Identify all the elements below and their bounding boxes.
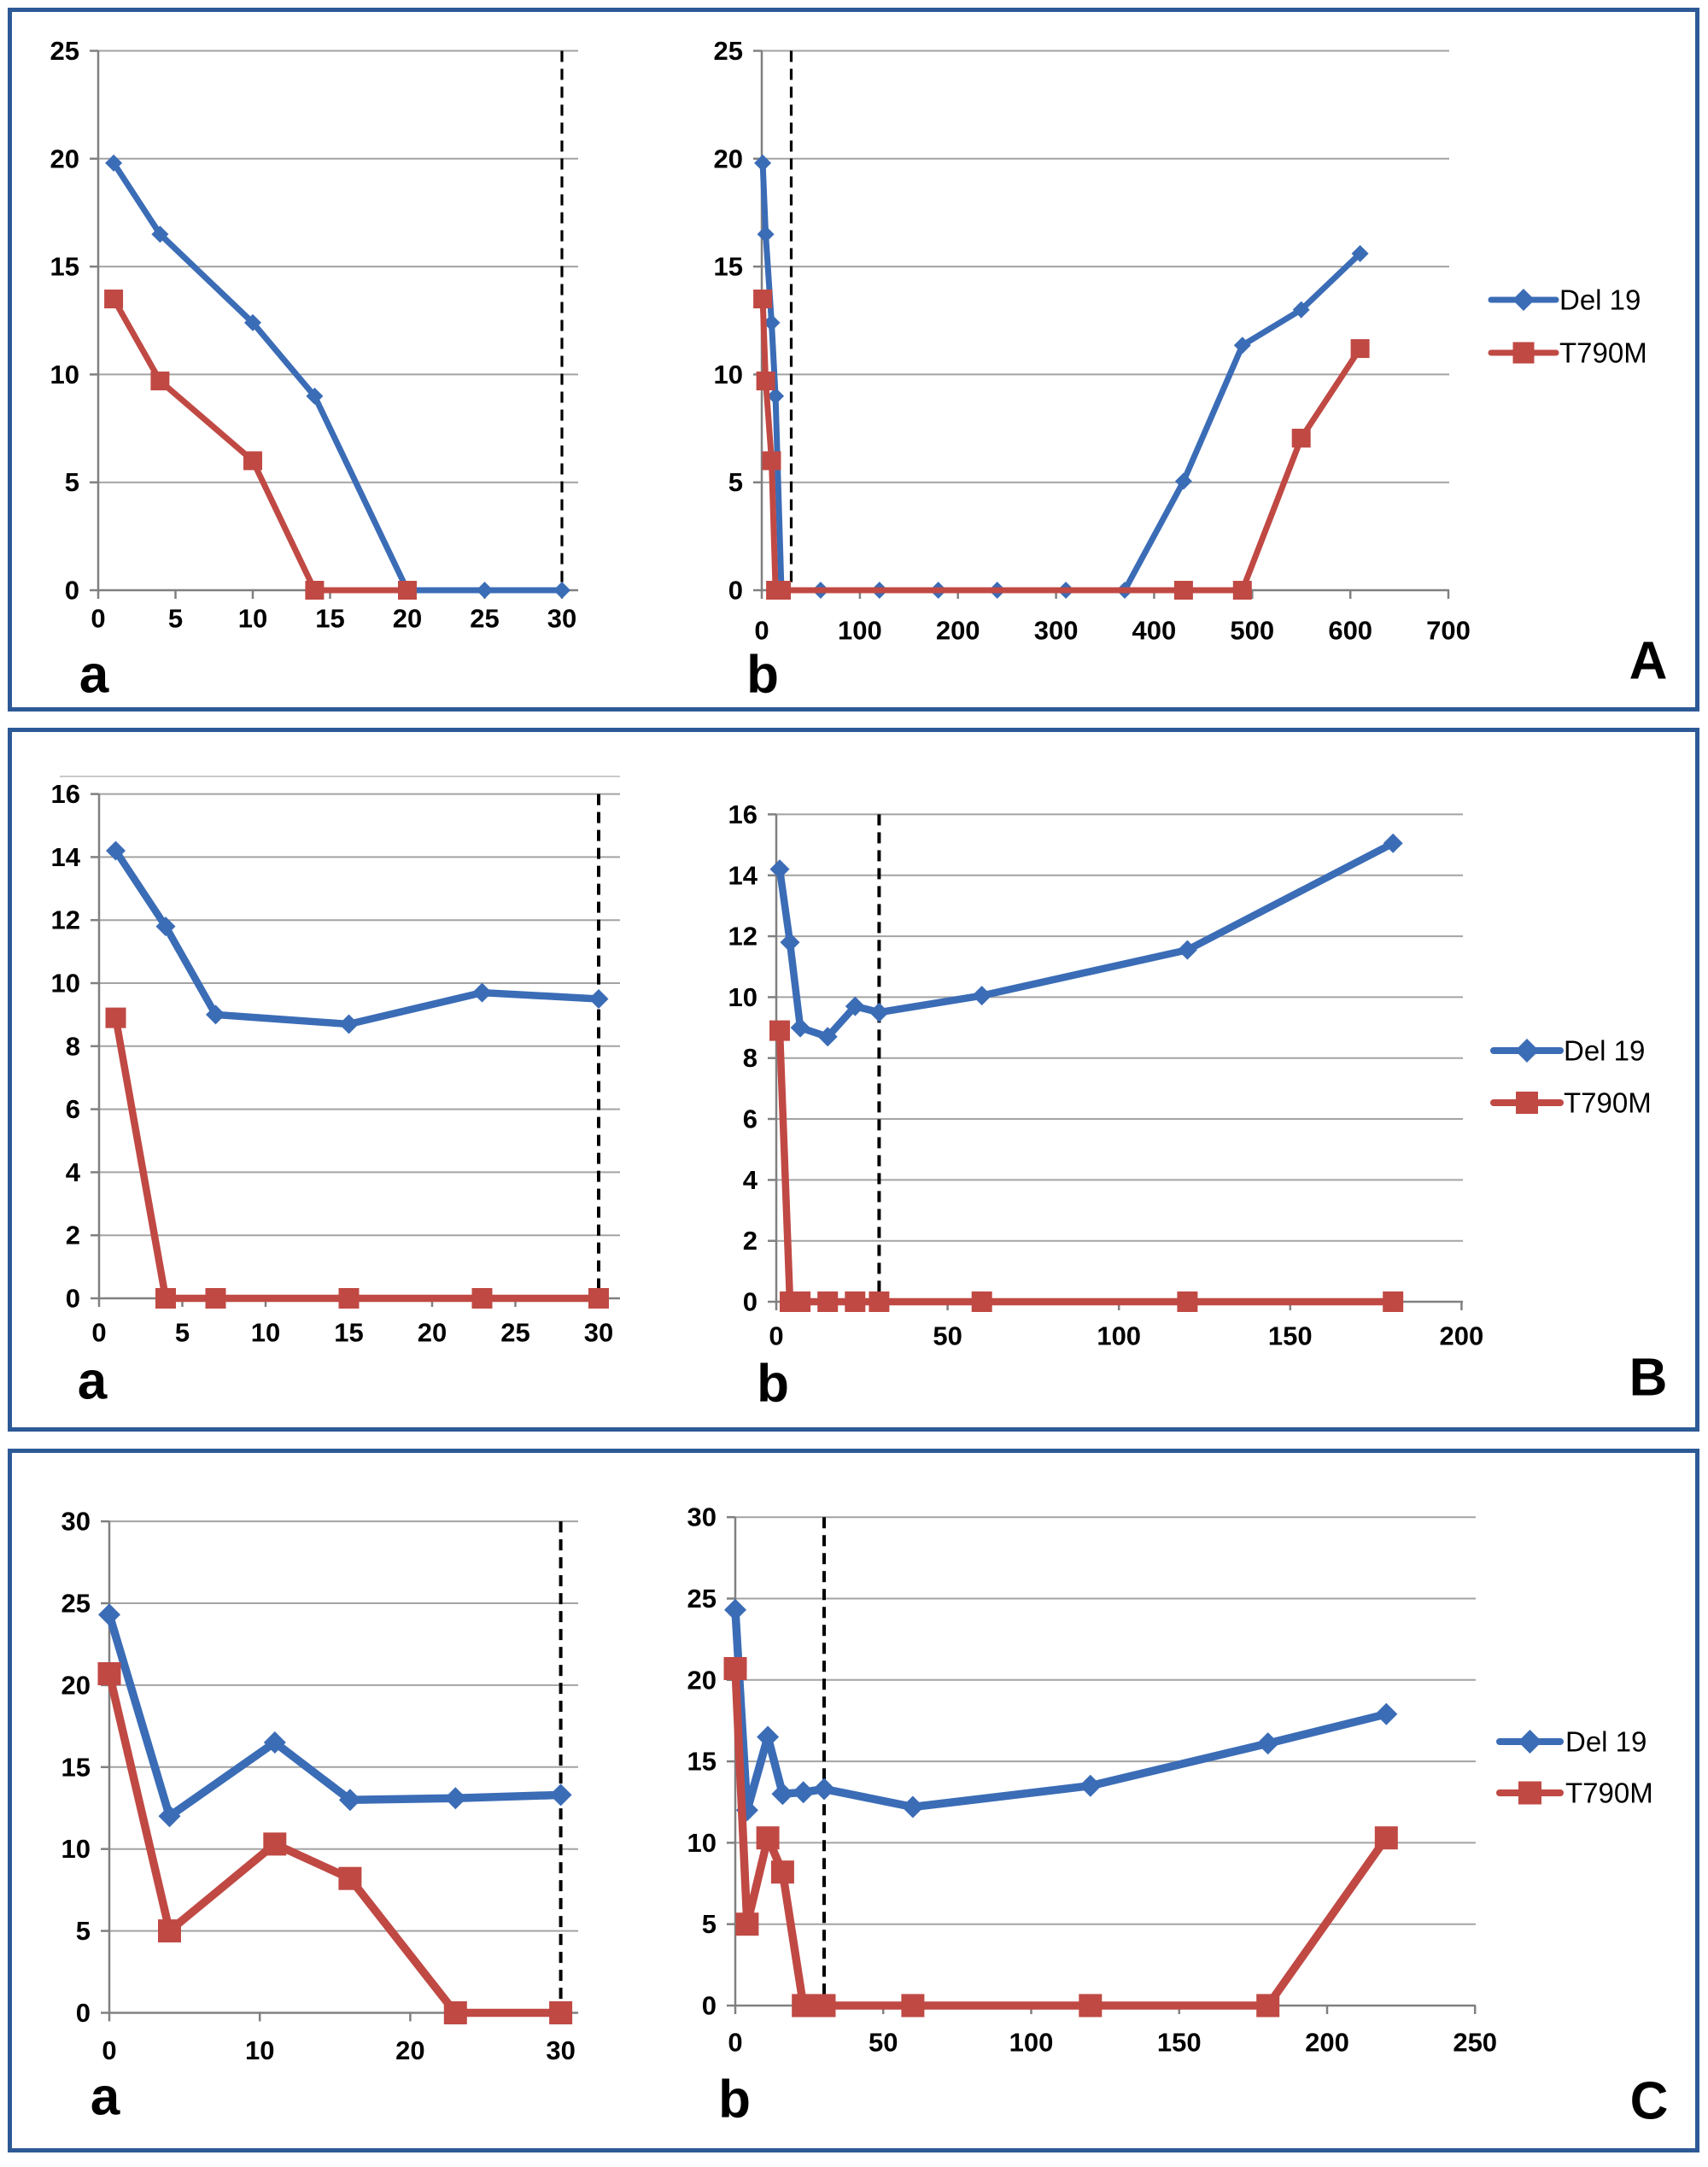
- svg-text:C: C: [1630, 2072, 1669, 2131]
- svg-text:14: 14: [728, 860, 758, 890]
- svg-text:8: 8: [66, 1031, 80, 1061]
- svg-text:25: 25: [687, 1584, 717, 1614]
- svg-text:20: 20: [687, 1665, 717, 1695]
- svg-text:30: 30: [687, 1502, 717, 1532]
- svg-text:25: 25: [50, 36, 79, 66]
- svg-text:T790M: T790M: [1559, 337, 1647, 369]
- svg-text:30: 30: [61, 1507, 91, 1537]
- svg-text:5: 5: [76, 1916, 91, 1946]
- svg-text:5: 5: [702, 1909, 717, 1939]
- svg-text:0: 0: [102, 2035, 116, 2065]
- svg-text:30: 30: [546, 2035, 575, 2065]
- svg-text:6: 6: [66, 1094, 80, 1124]
- svg-text:600: 600: [1328, 616, 1372, 646]
- svg-text:15: 15: [334, 1318, 363, 1348]
- svg-text:25: 25: [470, 604, 499, 634]
- svg-text:0: 0: [91, 604, 105, 634]
- svg-text:100: 100: [1009, 2028, 1054, 2058]
- svg-text:200: 200: [1305, 2028, 1349, 2058]
- svg-text:20: 20: [714, 143, 743, 173]
- svg-text:12: 12: [728, 922, 757, 952]
- svg-text:25: 25: [714, 36, 743, 66]
- svg-text:A: A: [1629, 632, 1668, 691]
- svg-text:5: 5: [65, 467, 79, 497]
- svg-text:Del 19: Del 19: [1564, 1035, 1645, 1067]
- svg-text:15: 15: [315, 604, 344, 634]
- svg-text:B: B: [1629, 1349, 1668, 1408]
- svg-text:10: 10: [51, 969, 80, 999]
- svg-text:400: 400: [1132, 616, 1177, 646]
- svg-text:0: 0: [76, 1998, 91, 2028]
- svg-text:2: 2: [66, 1221, 80, 1250]
- svg-text:10: 10: [61, 1834, 91, 1864]
- svg-text:0: 0: [91, 1318, 106, 1348]
- svg-text:15: 15: [61, 1752, 91, 1782]
- svg-text:16: 16: [728, 799, 757, 829]
- svg-text:10: 10: [687, 1828, 717, 1858]
- svg-text:5: 5: [175, 1318, 190, 1348]
- svg-text:0: 0: [728, 2028, 742, 2058]
- svg-text:25: 25: [500, 1318, 529, 1348]
- svg-text:8: 8: [743, 1043, 757, 1073]
- svg-text:15: 15: [714, 252, 743, 282]
- svg-text:14: 14: [51, 842, 81, 872]
- svg-text:200: 200: [1440, 1321, 1484, 1351]
- svg-text:15: 15: [687, 1747, 717, 1777]
- svg-text:16: 16: [51, 779, 80, 809]
- svg-text:6: 6: [743, 1104, 757, 1134]
- svg-text:10: 10: [728, 982, 757, 1012]
- svg-text:100: 100: [1097, 1321, 1141, 1351]
- svg-text:5: 5: [728, 467, 743, 497]
- svg-text:a: a: [78, 1352, 108, 1411]
- svg-text:Del 19: Del 19: [1559, 284, 1641, 316]
- svg-text:30: 30: [547, 604, 576, 634]
- svg-text:0: 0: [754, 616, 769, 646]
- svg-text:20: 20: [395, 2035, 424, 2065]
- svg-text:100: 100: [838, 616, 882, 646]
- svg-text:0: 0: [743, 1287, 757, 1317]
- svg-text:b: b: [757, 1355, 789, 1414]
- svg-text:0: 0: [66, 1284, 80, 1314]
- svg-text:250: 250: [1453, 2028, 1497, 2058]
- svg-text:Del 19: Del 19: [1565, 1726, 1647, 1758]
- svg-text:a: a: [79, 646, 109, 705]
- svg-text:0: 0: [728, 576, 743, 606]
- svg-text:700: 700: [1426, 616, 1471, 646]
- svg-text:20: 20: [393, 604, 422, 634]
- svg-text:500: 500: [1230, 616, 1274, 646]
- svg-text:10: 10: [238, 604, 267, 634]
- svg-text:20: 20: [418, 1318, 447, 1348]
- svg-text:b: b: [718, 2070, 751, 2129]
- svg-text:4: 4: [743, 1165, 758, 1195]
- svg-text:50: 50: [869, 2028, 898, 2058]
- svg-text:25: 25: [61, 1589, 91, 1619]
- svg-text:10: 10: [714, 360, 743, 389]
- svg-text:10: 10: [245, 2035, 274, 2065]
- svg-text:0: 0: [702, 1991, 717, 2021]
- svg-text:0: 0: [65, 576, 79, 606]
- svg-text:10: 10: [251, 1318, 280, 1348]
- svg-text:T790M: T790M: [1564, 1087, 1652, 1119]
- svg-text:4: 4: [66, 1157, 81, 1187]
- svg-text:10: 10: [50, 360, 79, 389]
- svg-text:15: 15: [50, 252, 79, 282]
- svg-text:5: 5: [168, 604, 183, 634]
- svg-text:T790M: T790M: [1565, 1778, 1653, 1809]
- svg-text:200: 200: [936, 616, 980, 646]
- svg-text:300: 300: [1034, 616, 1079, 646]
- svg-text:30: 30: [584, 1318, 613, 1348]
- svg-text:20: 20: [50, 143, 79, 173]
- svg-text:150: 150: [1268, 1321, 1313, 1351]
- svg-text:b: b: [746, 646, 779, 705]
- svg-text:0: 0: [769, 1321, 783, 1351]
- svg-text:150: 150: [1157, 2028, 1202, 2058]
- svg-text:50: 50: [933, 1321, 962, 1351]
- svg-text:12: 12: [51, 905, 80, 935]
- svg-text:a: a: [91, 2068, 120, 2127]
- svg-text:2: 2: [743, 1226, 757, 1256]
- svg-text:20: 20: [61, 1670, 91, 1700]
